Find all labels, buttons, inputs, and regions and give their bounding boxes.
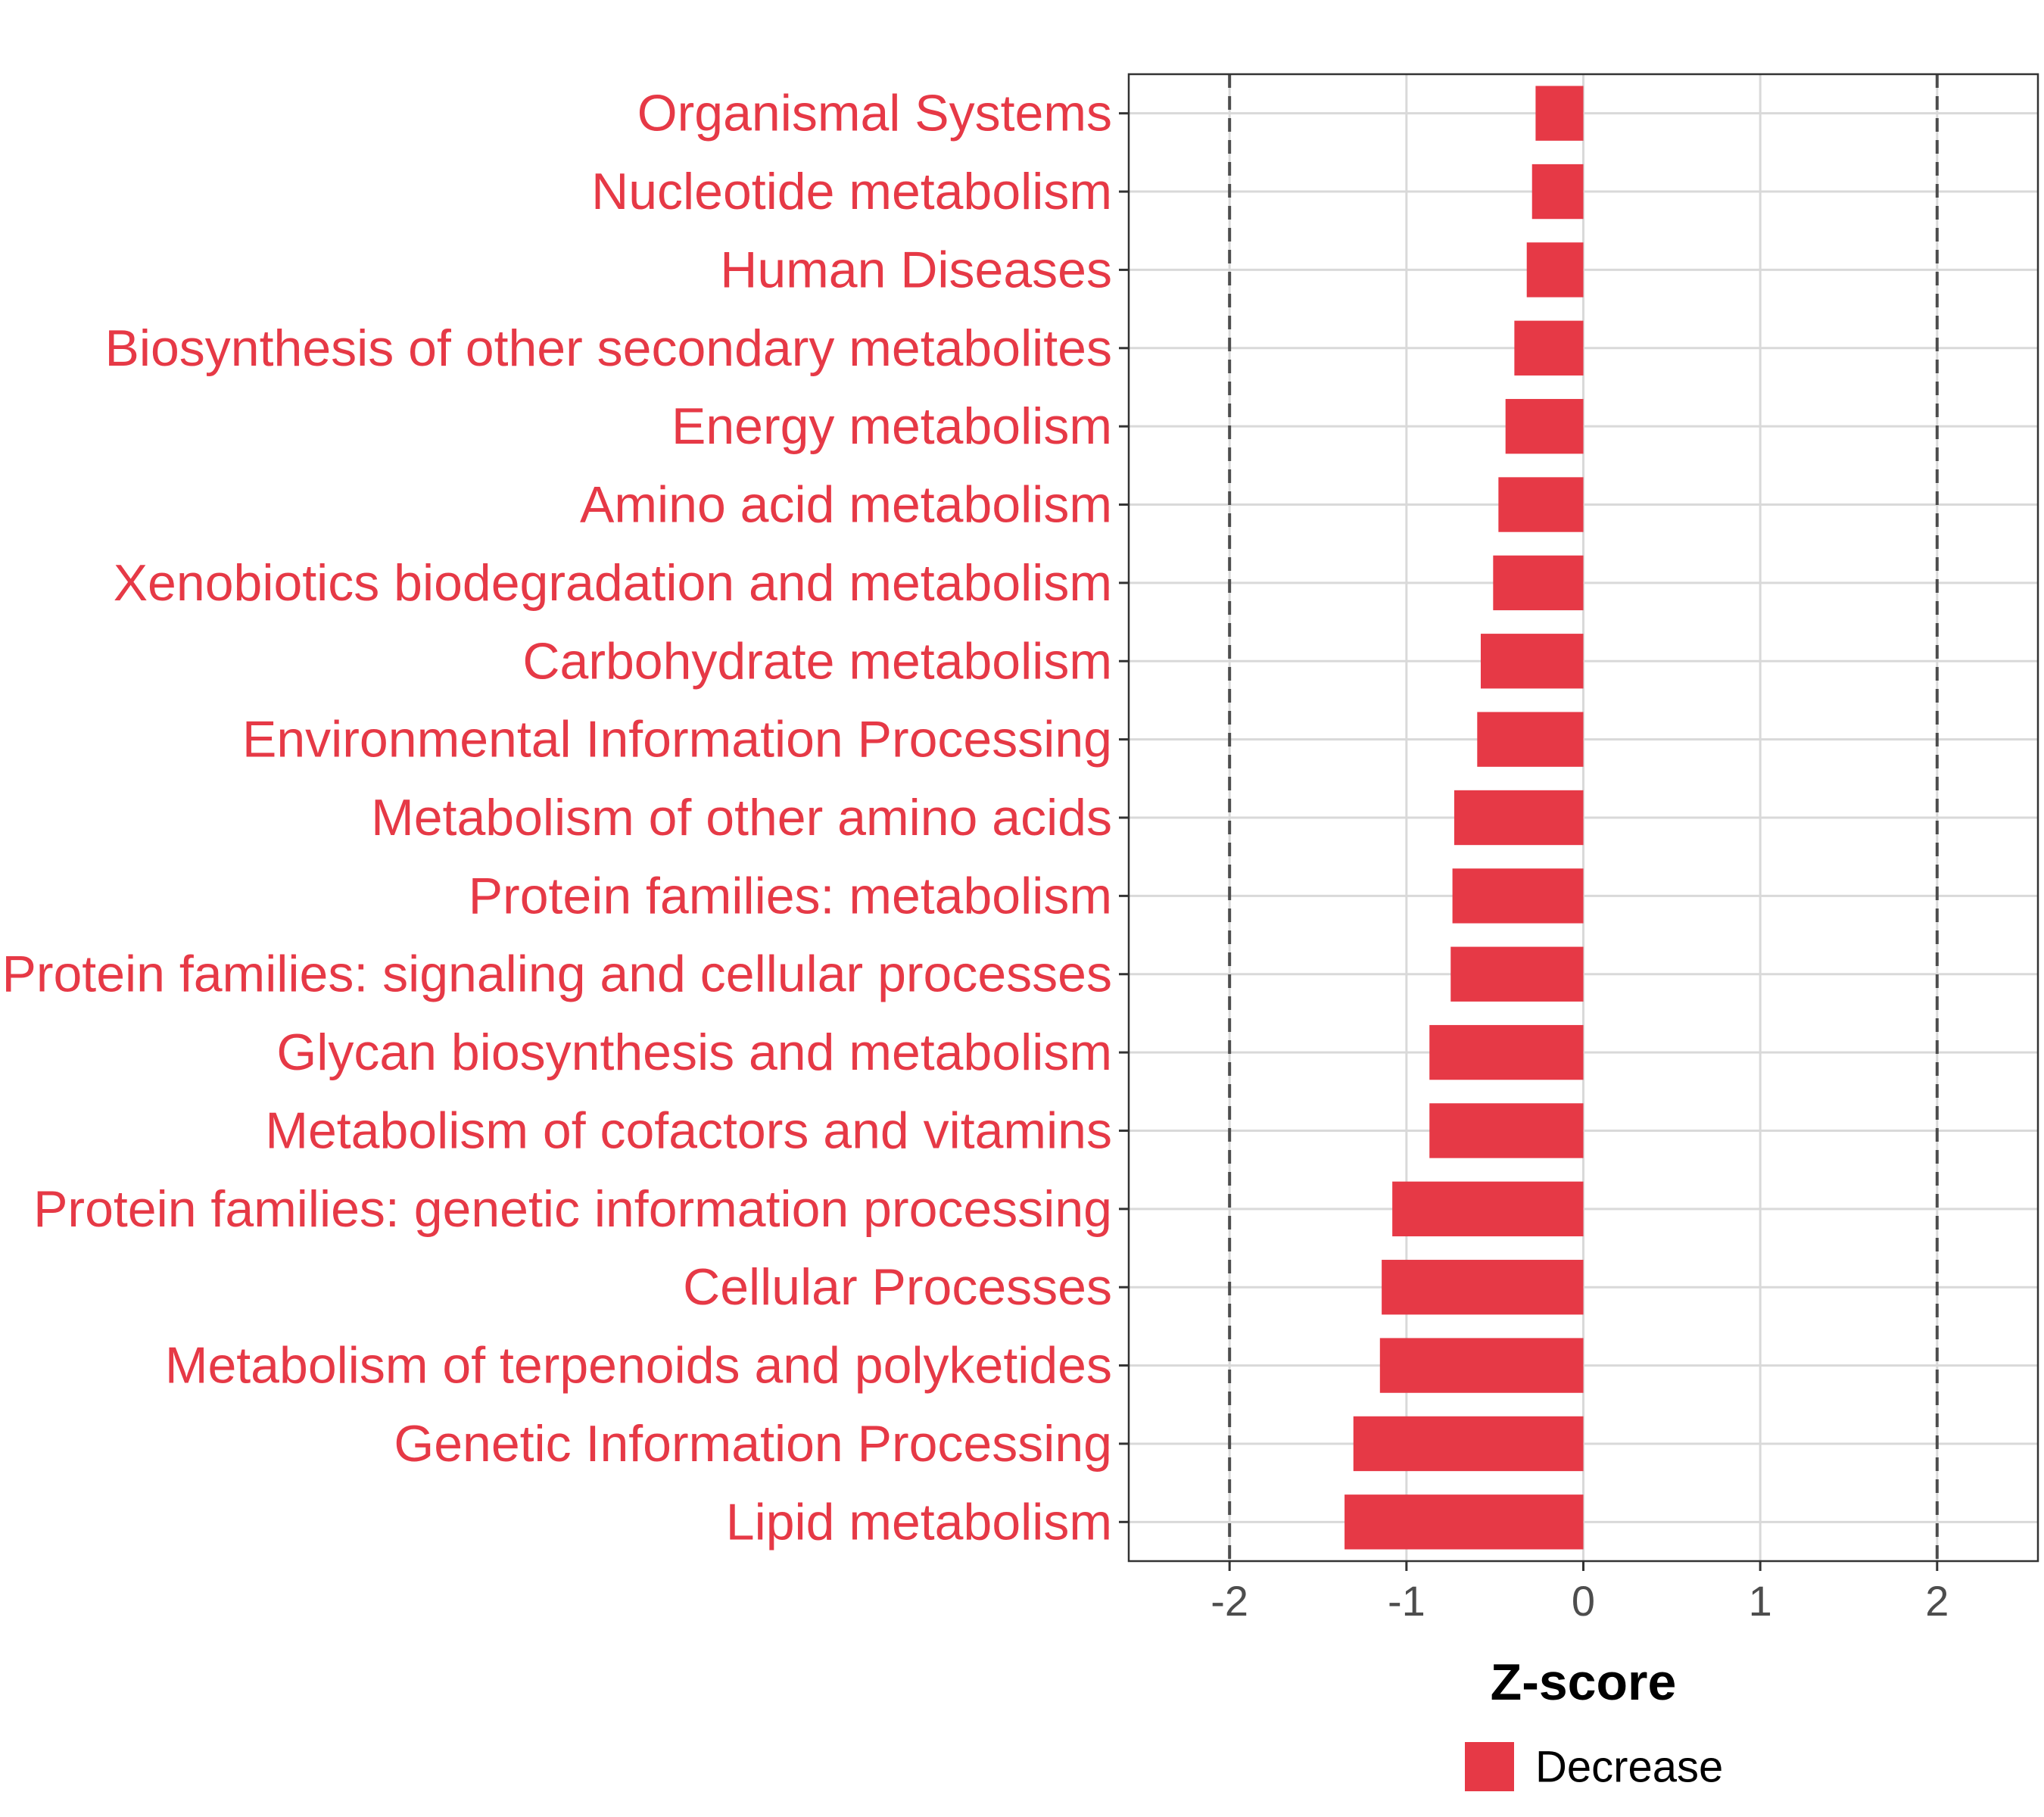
x-tick-label: 0 [1572,1577,1595,1625]
bar [1429,1103,1584,1158]
bar [1477,712,1584,767]
bar [1452,868,1584,924]
bar [1344,1494,1584,1550]
bar [1535,86,1584,141]
bar [1514,320,1584,376]
bar [1498,477,1584,532]
category-label: Xenobiotics biodegradation and metabolis… [114,554,1112,612]
bars [1344,86,1584,1550]
x-axis-ticks: -2 -1 0 1 2 [1211,1561,1949,1625]
bar [1505,398,1584,454]
x-tick-label: 1 [1749,1577,1772,1625]
x-tick-label: 2 [1925,1577,1949,1625]
x-tick-label: -1 [1388,1577,1426,1625]
reference-lines [1228,74,1939,1561]
bar [1392,1181,1584,1237]
bar [1429,1024,1584,1080]
category-label: Human Diseases [720,241,1112,298]
category-label: Metabolism of terpenoids and polyketides [165,1337,1112,1395]
category-label: Biosynthesis of other secondary metaboli… [105,319,1112,377]
legend-label-decrease: Decrease [1535,1743,1723,1792]
x-axis-title: Z-score [1491,1653,1677,1711]
category-label: Metabolism of cofactors and vitamins [265,1102,1112,1159]
bar [1353,1416,1584,1472]
bar [1450,946,1584,1002]
category-label: Carbohydrate metabolism [522,632,1112,690]
bar [1493,555,1584,611]
bar [1526,242,1584,298]
category-label: Protein families: signaling and cellular… [2,946,1112,1003]
category-label: Nucleotide metabolism [591,163,1112,220]
y-axis-ticks [1119,112,1129,1523]
category-label: Environmental Information Processing [242,711,1112,768]
legend-key-decrease [1465,1742,1514,1791]
bar [1379,1338,1584,1393]
category-label: Metabolism of other amino acids [371,789,1112,846]
x-tick-label: -2 [1211,1577,1248,1625]
category-labels: Organismal Systems Nucleotide metabolism H… [2,85,1112,1551]
category-label: Lipid metabolism [726,1493,1112,1551]
bar [1382,1260,1584,1315]
category-label: Amino acid metabolism [580,476,1112,534]
bar [1531,164,1584,220]
category-label: Glycan biosynthesis and metabolism [276,1024,1112,1081]
category-label: Organismal Systems [637,85,1112,142]
bar [1480,634,1584,689]
category-label: Genetic Information Processing [394,1415,1112,1473]
legend: Decrease [1465,1742,1723,1792]
category-label: Protein families: genetic information pr… [33,1180,1112,1238]
category-label: Energy metabolism [671,397,1112,455]
category-label: Protein families: metabolism [469,867,1112,924]
category-label: Cellular Processes [683,1258,1112,1316]
bar [1454,790,1584,846]
